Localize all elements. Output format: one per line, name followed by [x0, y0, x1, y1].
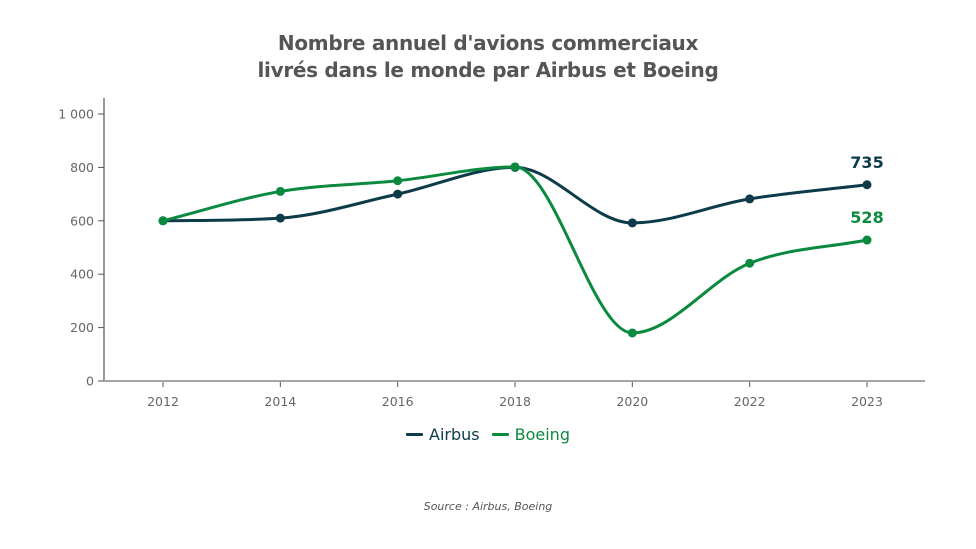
data-point-airbus-2023[interactable] [862, 180, 872, 190]
y-tick-label: 0 [86, 374, 94, 389]
chart-title: Nombre annuel d'avions commerciaux livré… [0, 30, 976, 84]
y-tick-label: 1 000 [58, 107, 94, 122]
data-point-airbus-2020[interactable] [627, 218, 637, 228]
x-tick-label: 2018 [499, 394, 531, 409]
y-tick-label: 200 [70, 320, 94, 335]
end-labels: 735 528 [850, 153, 883, 227]
x-tick-label: 2014 [264, 394, 296, 409]
series-line-boeing [161, 165, 869, 335]
end-label-boeing: 528 [850, 208, 883, 227]
y-tick-label: 600 [70, 213, 94, 228]
x-axis: 2012 2014 2016 2018 2020 2022 2023 [104, 380, 925, 409]
data-point-boeing-2012[interactable] [158, 216, 168, 226]
data-point-boeing-2020[interactable] [627, 328, 637, 338]
data-point-airbus-2022[interactable] [745, 194, 755, 204]
data-point-airbus-2014[interactable] [275, 213, 285, 223]
x-tick-label: 2020 [616, 394, 648, 409]
y-tick-label: 800 [70, 160, 94, 175]
y-tick-label: 400 [70, 267, 94, 282]
chart-title-line-1: Nombre annuel d'avions commerciaux [277, 31, 699, 55]
legend-item-airbus[interactable]: Airbus [406, 425, 480, 444]
series-layer [158, 162, 872, 338]
legend: Airbus Boeing [0, 425, 976, 444]
series-boeing [158, 162, 872, 338]
x-tick-label: 2016 [382, 394, 414, 409]
data-point-boeing-2023[interactable] [862, 235, 872, 245]
data-point-airbus-2016[interactable] [393, 189, 403, 199]
x-tick-label: 2022 [734, 394, 766, 409]
legend-label-airbus: Airbus [429, 425, 480, 444]
data-point-boeing-2018[interactable] [510, 162, 520, 172]
data-point-boeing-2022[interactable] [745, 258, 755, 268]
data-point-boeing-2014[interactable] [275, 186, 285, 196]
legend-swatch-boeing [491, 433, 509, 436]
legend-item-boeing[interactable]: Boeing [491, 425, 570, 444]
end-label-airbus: 735 [850, 153, 883, 172]
x-tick-label: 2012 [147, 394, 179, 409]
data-point-boeing-2016[interactable] [393, 176, 403, 186]
chart-title-line-2: livrés dans le monde par Airbus et Boein… [257, 58, 719, 82]
source-note: Source : Airbus, Boeing [423, 500, 553, 513]
legend-label-boeing: Boeing [514, 425, 570, 444]
x-tick-label: 2023 [851, 394, 883, 409]
legend-swatch-airbus [406, 433, 424, 436]
y-axis: 0 200 400 600 800 1 000 [58, 98, 105, 389]
